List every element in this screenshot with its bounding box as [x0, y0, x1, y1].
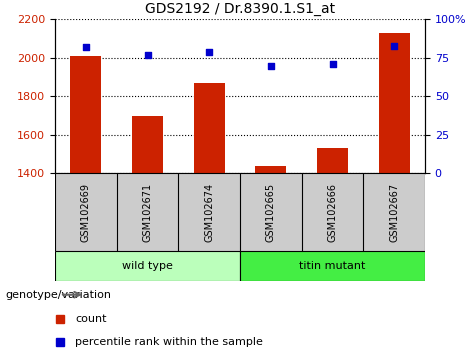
Bar — [55, 251, 240, 281]
Text: GSM102667: GSM102667 — [389, 183, 399, 242]
Point — [205, 49, 213, 55]
Bar — [132, 116, 163, 173]
Bar — [70, 56, 101, 173]
Text: GSM102665: GSM102665 — [266, 183, 276, 242]
Point — [144, 52, 151, 58]
Text: GSM102671: GSM102671 — [142, 183, 152, 242]
Text: percentile rank within the sample: percentile rank within the sample — [75, 337, 263, 348]
Bar — [379, 33, 409, 173]
Bar — [194, 83, 225, 173]
Text: genotype/variation: genotype/variation — [5, 290, 111, 300]
Text: titin mutant: titin mutant — [299, 261, 366, 272]
Bar — [240, 251, 425, 281]
Bar — [255, 166, 286, 173]
Point — [391, 43, 398, 48]
Text: count: count — [75, 314, 107, 325]
Point — [329, 61, 336, 67]
Text: GSM102666: GSM102666 — [328, 183, 337, 242]
Text: GSM102674: GSM102674 — [204, 183, 214, 242]
Title: GDS2192 / Dr.8390.1.S1_at: GDS2192 / Dr.8390.1.S1_at — [145, 2, 335, 16]
Bar — [317, 148, 348, 173]
Point — [82, 44, 90, 50]
Text: GSM102669: GSM102669 — [81, 183, 91, 242]
Point — [267, 63, 274, 68]
Text: wild type: wild type — [122, 261, 173, 272]
